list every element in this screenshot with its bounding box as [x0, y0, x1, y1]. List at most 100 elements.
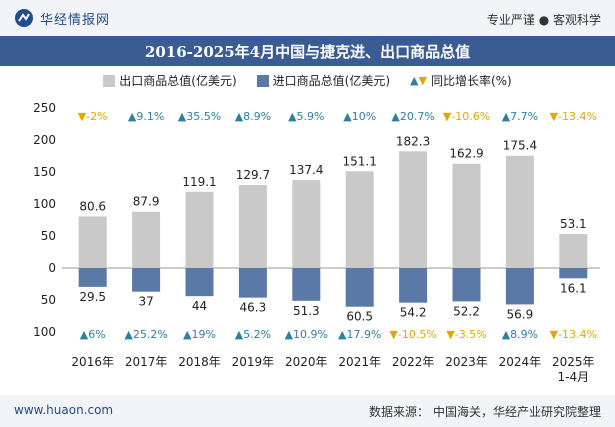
export-bar [452, 163, 481, 268]
legend-label-yoy: 同比增长率(%) [430, 74, 512, 88]
export-value-label: 151.1 [343, 154, 377, 168]
export-bar [185, 191, 214, 268]
source-text: 中国海关，华经产业研究院整理 [432, 405, 601, 419]
import-value-label: 37 [138, 295, 153, 309]
x-tick-label: 1-4月 [557, 370, 589, 384]
export-growth-label: ▲9.1% [128, 110, 164, 123]
import-growth-label: ▼-3.5% [446, 328, 486, 341]
y-tick-label: 100 [33, 197, 56, 211]
triangle-up-icon: ▲ [410, 74, 419, 87]
x-tick-label: 2021年 [338, 355, 381, 369]
y-tick-label: 50 [41, 229, 56, 243]
import-growth-label: ▼-13.4% [550, 328, 597, 341]
y-tick-label: 100 [33, 325, 56, 339]
y-tick-label: 250 [33, 101, 56, 115]
export-growth-label: ▲5.9% [288, 110, 324, 123]
export-value-label: 162.9 [449, 147, 483, 161]
import-bar [185, 268, 214, 297]
export-bar [505, 155, 534, 268]
legend-label-export: 出口商品总值(亿美元) [119, 74, 237, 88]
export-value-label: 182.3 [396, 134, 430, 148]
export-growth-label: ▼-10.6% [443, 110, 490, 123]
export-value-label: 129.7 [236, 168, 270, 182]
import-value-label: 52.2 [453, 304, 480, 318]
export-growth-label: ▼-13.4% [550, 110, 597, 123]
bar-chart: 250 200 150 100 50 0 50 100 80.6 29.5 ▼-2% ▲6% 2016年… [33, 101, 600, 384]
x-tick-label: 2016年 [71, 355, 114, 369]
brand-name: 华经情报网 [40, 12, 111, 28]
export-growth-label: ▲35.5% [178, 110, 221, 123]
export-bar [399, 151, 428, 268]
footer-bar: www.huaon.com 数据来源： 中国海关，华经产业研究院整理 [0, 395, 615, 427]
x-tick-label: 2018年 [178, 355, 221, 369]
export-bar [132, 211, 161, 268]
import-bar [238, 268, 267, 298]
export-bar [292, 180, 321, 268]
x-tick-label: 2024年 [499, 355, 542, 369]
import-growth-label: ▼-10.5% [389, 328, 436, 341]
export-value-label: 53.1 [560, 217, 587, 231]
footer-source: 数据来源： 中国海关，华经产业研究院整理 [369, 403, 601, 420]
legend-item-export[interactable]: 出口商品总值(亿美元) [103, 72, 237, 89]
y-tick-label: 150 [33, 165, 56, 179]
x-tick-label: 2019年 [232, 355, 275, 369]
export-bar [78, 216, 107, 268]
export-value-label: 87.9 [133, 195, 160, 209]
import-value-label: 16.1 [560, 281, 587, 295]
chart-legend: 出口商品总值(亿美元) 进口商品总值(亿美元) ▲ ▼ 同比增长率(%) [0, 72, 615, 89]
y-tick-label: 50 [41, 293, 56, 307]
tagline: 专业严谨 ● 客观科学 [486, 13, 601, 27]
import-value-label: 54.2 [400, 306, 427, 320]
import-bar [78, 268, 107, 287]
brand[interactable]: 华经情报网 [14, 8, 110, 28]
export-growth-label: ▼-2% [78, 110, 108, 123]
y-tick-label: 200 [33, 133, 56, 147]
y-tick-label: 0 [48, 261, 56, 275]
import-bar [345, 268, 374, 307]
import-growth-label: ▲17.9% [338, 328, 381, 341]
import-bar [399, 268, 428, 303]
legend-label-import: 进口商品总值(亿美元) [272, 74, 391, 88]
import-value-label: 46.3 [240, 301, 267, 315]
import-bar [505, 268, 534, 305]
import-growth-label: ▲19% [183, 328, 216, 341]
export-growth-label: ▲8.9% [235, 110, 271, 123]
export-value-label: 137.4 [289, 163, 323, 177]
brand-logo-icon [15, 9, 33, 27]
import-bar [292, 268, 321, 301]
footer-site-link[interactable]: www.huaon.com [14, 403, 114, 417]
legend-swatch-export [103, 74, 116, 87]
title-bar: 2016-2025年4月中国与捷克进、出口商品总值 [0, 36, 615, 66]
legend-swatch-import [256, 74, 269, 87]
x-tick-label: 2022年 [392, 355, 435, 369]
import-value-label: 56.9 [507, 307, 534, 321]
export-growth-label: ▲20.7% [391, 110, 434, 123]
x-tick-label: 2023年 [445, 355, 488, 369]
source-label: 数据来源： [368, 405, 429, 419]
import-growth-label: ▲5.2% [235, 328, 271, 341]
import-bar [559, 268, 588, 279]
import-growth-label: ▲6% [80, 328, 106, 341]
export-bar [559, 234, 588, 268]
import-growth-label: ▲25.2% [124, 328, 167, 341]
legend-item-import[interactable]: 进口商品总值(亿美元) [256, 72, 391, 89]
import-value-label: 29.5 [79, 290, 106, 304]
import-value-label: 51.3 [293, 304, 320, 318]
export-growth-label: ▲10% [343, 110, 376, 123]
x-tick-label: 2017年 [125, 355, 168, 369]
export-bar [345, 171, 374, 268]
chart-title: 2016-2025年4月中国与捷克进、出口商品总值 [144, 43, 471, 61]
legend-item-yoy[interactable]: ▲ ▼ 同比增长率(%) [410, 72, 512, 89]
export-growth-label: ▲7.7% [502, 110, 538, 123]
import-growth-label: ▲8.9% [502, 328, 538, 341]
import-value-label: 60.5 [346, 310, 373, 324]
export-value-label: 175.4 [503, 139, 537, 153]
import-bar [452, 268, 481, 302]
top-bar: 华经情报网 专业严谨 ● 客观科学 [0, 0, 615, 36]
import-value-label: 44 [192, 299, 207, 313]
export-value-label: 80.6 [79, 199, 106, 213]
import-bar [132, 268, 161, 292]
export-bar [238, 184, 267, 268]
x-tick-label: 2025年 [552, 355, 595, 369]
triangle-down-icon: ▼ [418, 74, 427, 87]
